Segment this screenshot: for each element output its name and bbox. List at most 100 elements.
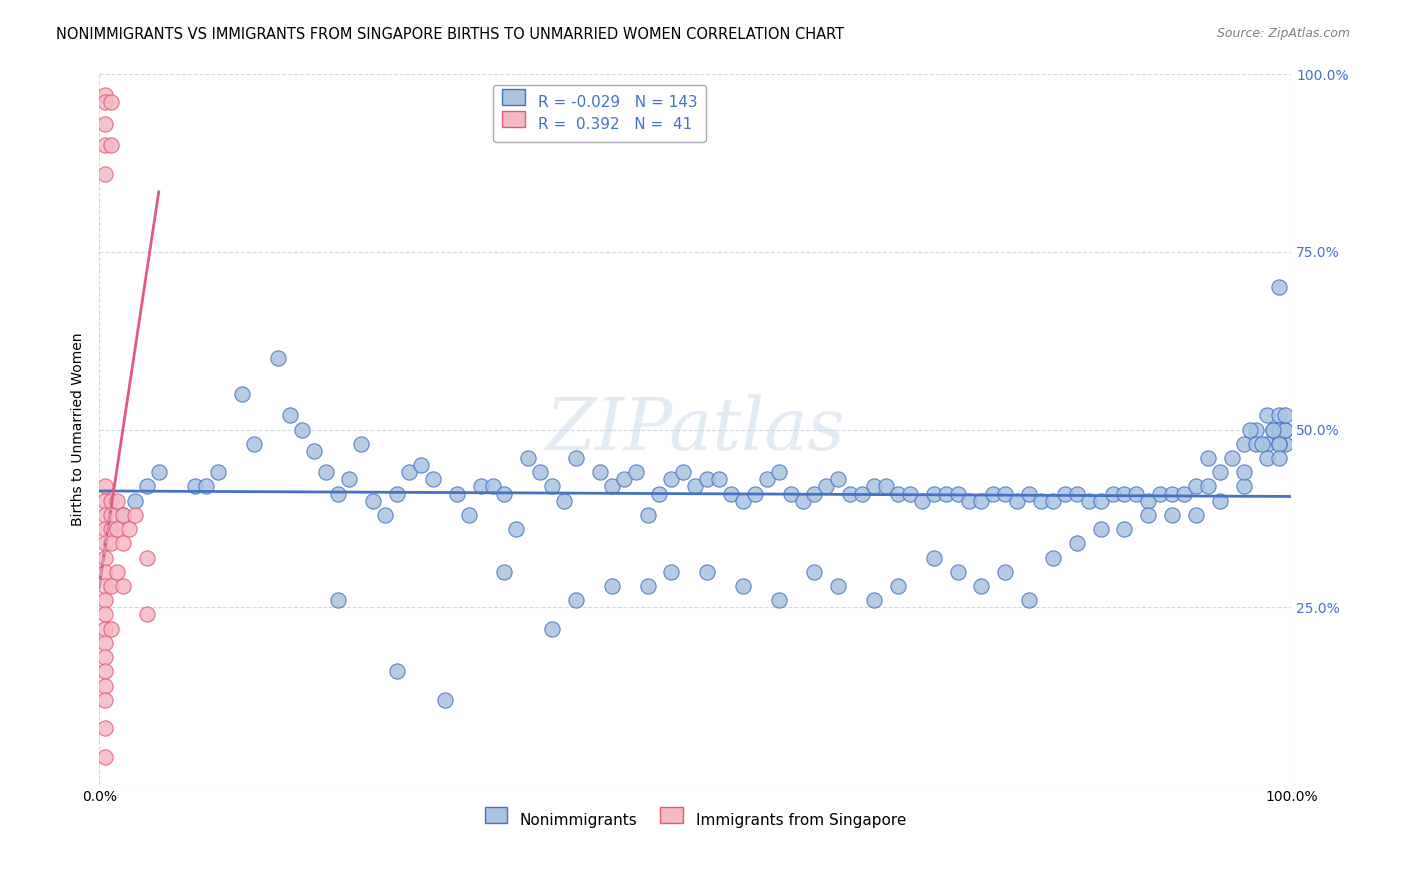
Point [94,650,117,665]
Point [707,472,730,486]
Point [1101,486,1123,500]
Point [1244,437,1267,451]
Point [768,465,790,479]
Point [100,522,122,536]
Point [94,95,117,110]
Point [994,486,1017,500]
Point [94,565,117,579]
Point [94,636,117,650]
Point [935,486,957,500]
Point [111,579,134,593]
Point [648,486,671,500]
Point [118,522,141,536]
Point [1042,550,1064,565]
Point [94,88,117,103]
Point [231,387,253,401]
Point [1066,536,1088,550]
Point [105,522,128,536]
Point [1274,409,1296,423]
Point [959,493,981,508]
Point [105,493,128,508]
Point [135,479,157,493]
Point [94,749,117,764]
Point [1077,493,1099,508]
Point [422,472,444,486]
Point [720,486,742,500]
Point [994,565,1017,579]
Point [1274,437,1296,451]
Point [541,479,564,493]
Point [326,593,349,607]
Point [1114,522,1136,536]
Point [696,472,718,486]
Point [875,479,897,493]
Point [1197,450,1219,465]
Point [624,465,647,479]
Point [661,565,683,579]
Point [541,622,564,636]
Point [696,565,718,579]
Point [135,607,157,622]
Point [505,522,527,536]
Point [565,450,588,465]
Point [1029,493,1052,508]
Point [409,458,432,472]
Point [600,579,623,593]
Point [1090,493,1112,508]
Point [124,508,146,522]
Point [1137,493,1160,508]
Point [981,486,1004,500]
Point [768,593,790,607]
Point [565,593,588,607]
Point [683,479,706,493]
Point [94,679,117,693]
Point [637,508,659,522]
Point [1114,486,1136,500]
Point [315,465,337,479]
Point [827,579,849,593]
Point [779,486,801,500]
Point [94,479,117,493]
Point [1005,493,1028,508]
Point [863,593,886,607]
Point [111,536,134,550]
Point [94,493,117,508]
Point [1250,437,1272,451]
Point [1149,486,1171,500]
Point [1268,437,1291,451]
Point [839,486,862,500]
Point [94,550,117,565]
Point [731,493,754,508]
Point [1066,486,1088,500]
Point [887,579,910,593]
Text: Source: ZipAtlas.com: Source: ZipAtlas.com [1216,27,1350,40]
Point [1173,486,1195,500]
Point [363,493,385,508]
Point [94,536,117,550]
Point [898,486,921,500]
Point [1090,522,1112,536]
Point [803,486,825,500]
Point [827,472,849,486]
Point [1209,493,1232,508]
Point [1042,493,1064,508]
Point [922,550,945,565]
Text: ZIPatlas: ZIPatlas [546,394,845,465]
Point [731,579,754,593]
Point [124,493,146,508]
Point [94,138,117,153]
Point [291,423,314,437]
Point [243,437,266,451]
Point [887,486,910,500]
Point [1244,423,1267,437]
Point [661,472,683,486]
Point [1268,280,1291,294]
Point [1274,423,1296,437]
Point [350,437,373,451]
Point [1233,437,1256,451]
Point [1233,479,1256,493]
Point [94,522,117,536]
Point [863,479,886,493]
Point [1239,423,1261,437]
Point [1263,423,1285,437]
